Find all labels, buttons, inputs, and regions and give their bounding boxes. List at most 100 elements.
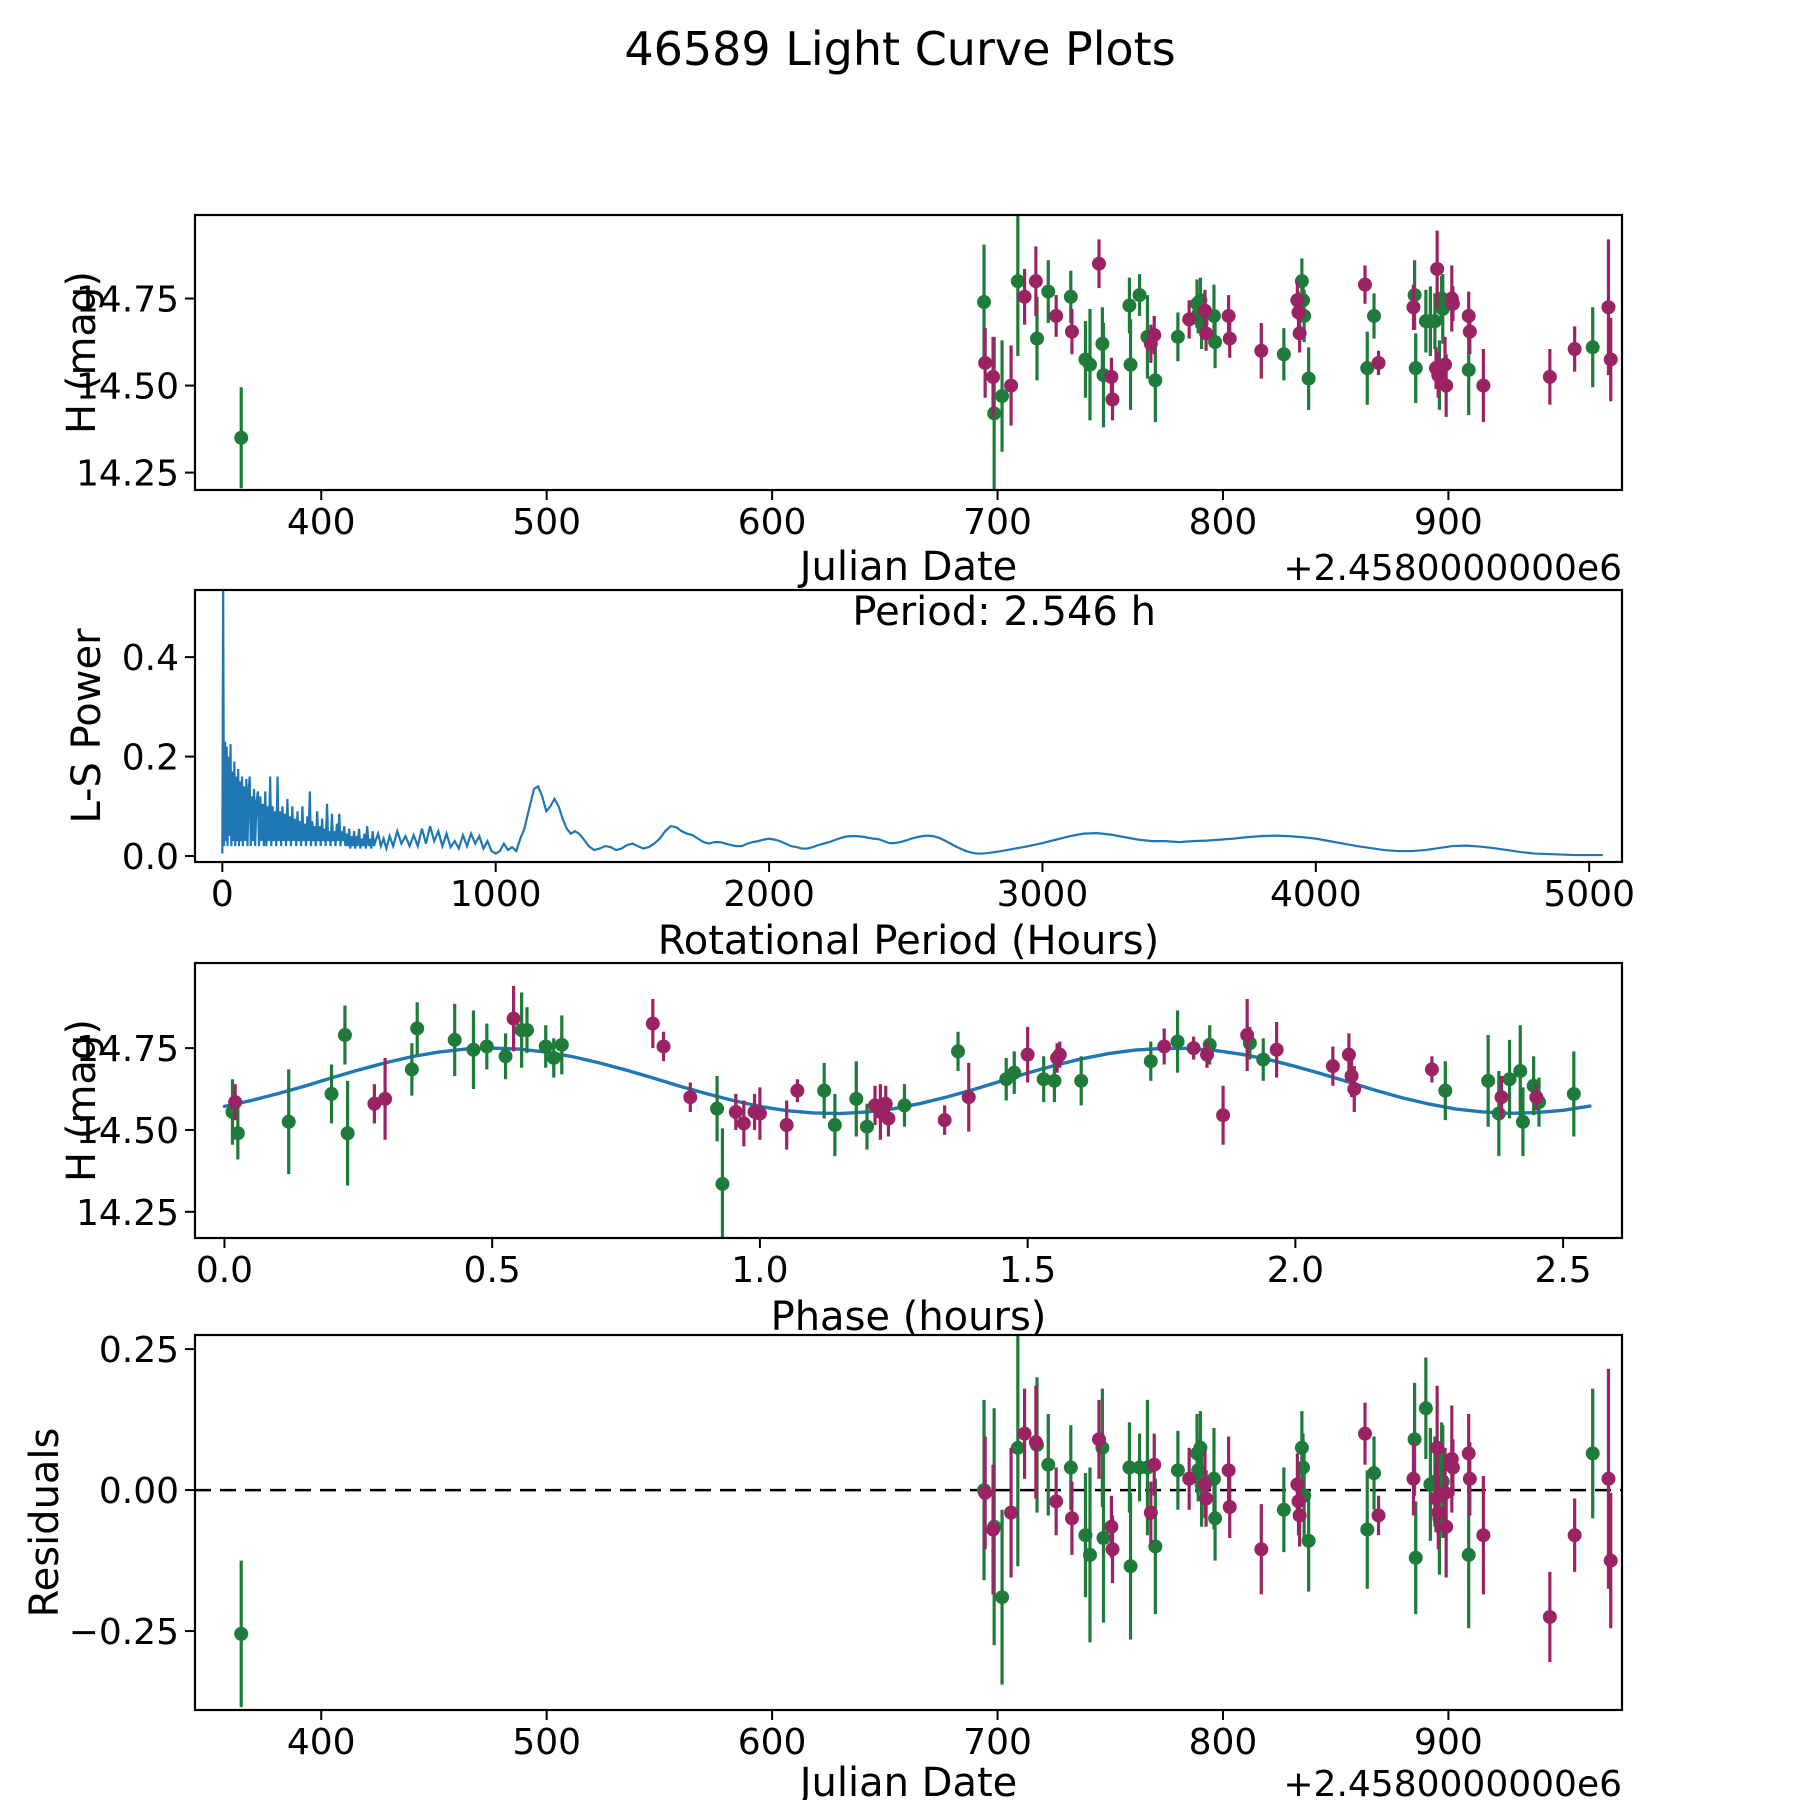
series-filter-2-purple <box>978 230 1618 426</box>
period-annotation: Period: 2.546 h <box>852 589 1156 635</box>
data-point <box>881 1111 896 1126</box>
series-filter-2-purple <box>228 985 1544 1150</box>
data-point <box>1424 1062 1439 1077</box>
x-tick-label: 800 <box>1189 1722 1258 1763</box>
data-point <box>1585 1446 1600 1461</box>
data-point <box>1341 1047 1356 1062</box>
x-tick-label: 5000 <box>1543 874 1635 915</box>
residuals-chart: 400 500 600 700 800 900 −0.25 0.00 0.25 Julian Da… <box>22 1330 1624 1800</box>
figure-title: 46589 Light Curve Plots <box>624 22 1176 76</box>
data-point <box>1439 378 1454 393</box>
y-tick-label: 14.75 <box>76 280 179 321</box>
data-point <box>281 1114 296 1129</box>
axes-ticks: 400 500 600 700 800 900 14.25 14.50 14.75 <box>76 280 1483 543</box>
data-point <box>1344 1068 1359 1083</box>
data-point <box>1143 1054 1158 1069</box>
x-tick-label: 800 <box>1189 502 1258 543</box>
data-point <box>1105 1542 1120 1557</box>
data-point <box>978 1485 993 1500</box>
data-point <box>1494 1090 1509 1105</box>
x-tick-label: 900 <box>1414 1722 1483 1763</box>
y-tick-label: 0.0 <box>122 837 179 878</box>
data-point <box>728 1104 743 1119</box>
data-point <box>977 295 992 310</box>
data-point <box>1221 308 1236 323</box>
y-tick-label: 0.00 <box>99 1471 179 1512</box>
data-point <box>367 1096 382 1111</box>
data-point <box>827 1118 842 1133</box>
y-tick-label: −0.25 <box>69 1612 179 1653</box>
x-tick-label: 2000 <box>723 874 815 915</box>
data-point <box>1601 300 1616 315</box>
data-point <box>340 1126 355 1141</box>
data-point <box>645 1016 660 1031</box>
data-point <box>817 1083 832 1098</box>
data-point <box>1408 361 1423 376</box>
plot-frame <box>193 213 1624 492</box>
data-point <box>466 1042 481 1057</box>
y-tick-label: 14.50 <box>76 1111 179 1152</box>
x-axis-offset-label: +2.4580000000e6 <box>1283 1764 1622 1800</box>
data-point <box>1036 1072 1051 1087</box>
data-point <box>1157 1039 1172 1054</box>
data-point <box>324 1086 339 1101</box>
data-point <box>752 1106 767 1121</box>
data-point <box>479 1039 494 1054</box>
data-point <box>1301 371 1316 386</box>
axes-ticks: 400 500 600 700 800 900 −0.25 0.00 0.25 <box>69 1330 1483 1763</box>
data-point <box>978 355 993 370</box>
data-point <box>230 1126 245 1141</box>
data-point <box>1529 1090 1544 1105</box>
data-point <box>1427 314 1442 329</box>
data-point <box>1096 1531 1111 1546</box>
data-point <box>538 1039 553 1054</box>
data-point <box>1064 1511 1079 1526</box>
x-tick-label: 700 <box>963 1722 1032 1763</box>
x-axis-label: Rotational Period (Hours) <box>658 918 1159 964</box>
data-point <box>897 1098 912 1113</box>
data-point <box>1515 1114 1530 1129</box>
data-point <box>1567 1528 1582 1543</box>
data-point <box>1105 392 1120 407</box>
y-tick-label: 14.25 <box>76 454 179 495</box>
data-point <box>656 1039 671 1054</box>
data-point <box>1148 373 1163 388</box>
data-point <box>1170 1034 1185 1049</box>
data-point <box>1438 1083 1453 1098</box>
x-tick-label: 0.0 <box>196 1250 253 1291</box>
data-point <box>1007 1065 1022 1080</box>
y-tick-label: 14.25 <box>76 1193 179 1234</box>
data-point <box>995 389 1010 404</box>
data-point <box>736 1116 751 1131</box>
data-point <box>1603 1553 1618 1568</box>
x-tick-label: 900 <box>1414 502 1483 543</box>
data-point <box>715 1176 730 1191</box>
data-point <box>1091 1432 1106 1447</box>
x-tick-label: 1.5 <box>999 1250 1056 1291</box>
data-point <box>1186 1041 1201 1056</box>
data-point <box>1063 1460 1078 1475</box>
data-point <box>1240 1028 1255 1043</box>
data-point <box>337 1028 352 1043</box>
data-point <box>937 1113 952 1128</box>
data-point <box>1074 1073 1089 1088</box>
data-point <box>234 430 249 445</box>
data-point <box>986 1522 1001 1537</box>
data-point <box>447 1032 462 1047</box>
data-point <box>1028 274 1043 289</box>
jd_magnitude-chart: 400 500 600 700 800 900 14.25 14.50 14.75 Julian … <box>59 213 1624 590</box>
x-tick-label: 0.5 <box>464 1250 521 1291</box>
plot-data <box>234 215 1618 490</box>
data-point <box>1461 362 1476 377</box>
data-point <box>1367 1466 1382 1481</box>
data-point <box>1041 284 1056 299</box>
data-point <box>228 1095 243 1110</box>
y-tick-label: 14.50 <box>76 367 179 408</box>
data-point <box>1371 355 1386 370</box>
data-point <box>1254 1542 1269 1557</box>
data-point <box>1122 298 1137 313</box>
axes-ticks: 0.0 0.5 1.0 1.5 2.0 2.5 14.25 14.50 14.75 <box>76 1029 1592 1291</box>
x-tick-label: 1000 <box>450 874 542 915</box>
data-point <box>1170 329 1185 344</box>
